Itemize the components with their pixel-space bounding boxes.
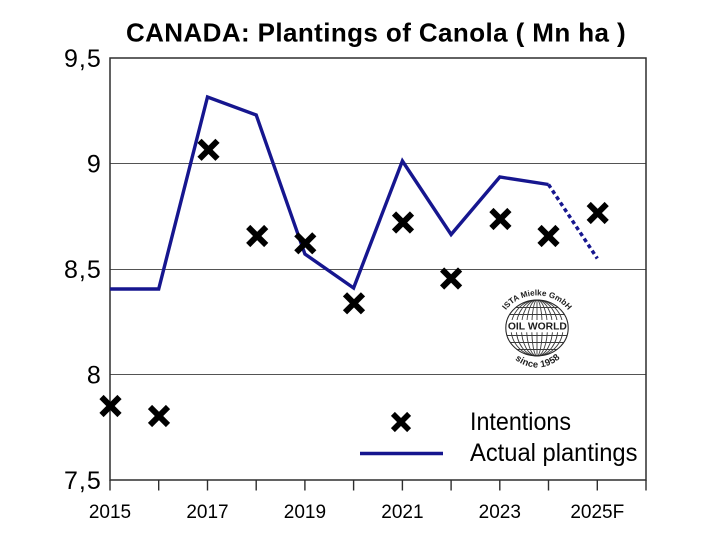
svg-text:8,5: 8,5 — [64, 256, 102, 284]
svg-text:2015: 2015 — [89, 502, 131, 523]
svg-text:Intentions: Intentions — [470, 408, 571, 436]
svg-text:OIL WORLD: OIL WORLD — [508, 322, 567, 333]
svg-text:9: 9 — [87, 151, 102, 179]
svg-text:since 1958: since 1958 — [514, 351, 562, 369]
svg-text:8: 8 — [87, 362, 102, 390]
svg-text:2025F: 2025F — [570, 502, 624, 523]
svg-text:CANADA: Plantings of Canola (: CANADA: Plantings of Canola ( Mn ha ) — [126, 17, 626, 47]
svg-text:Actual plantings: Actual plantings — [470, 439, 638, 467]
svg-text:9,5: 9,5 — [64, 45, 102, 73]
svg-text:2017: 2017 — [186, 502, 228, 523]
svg-text:2019: 2019 — [284, 502, 326, 523]
svg-text:2023: 2023 — [479, 502, 521, 523]
svg-text:7,5: 7,5 — [64, 467, 102, 495]
svg-text:2021: 2021 — [381, 502, 423, 523]
